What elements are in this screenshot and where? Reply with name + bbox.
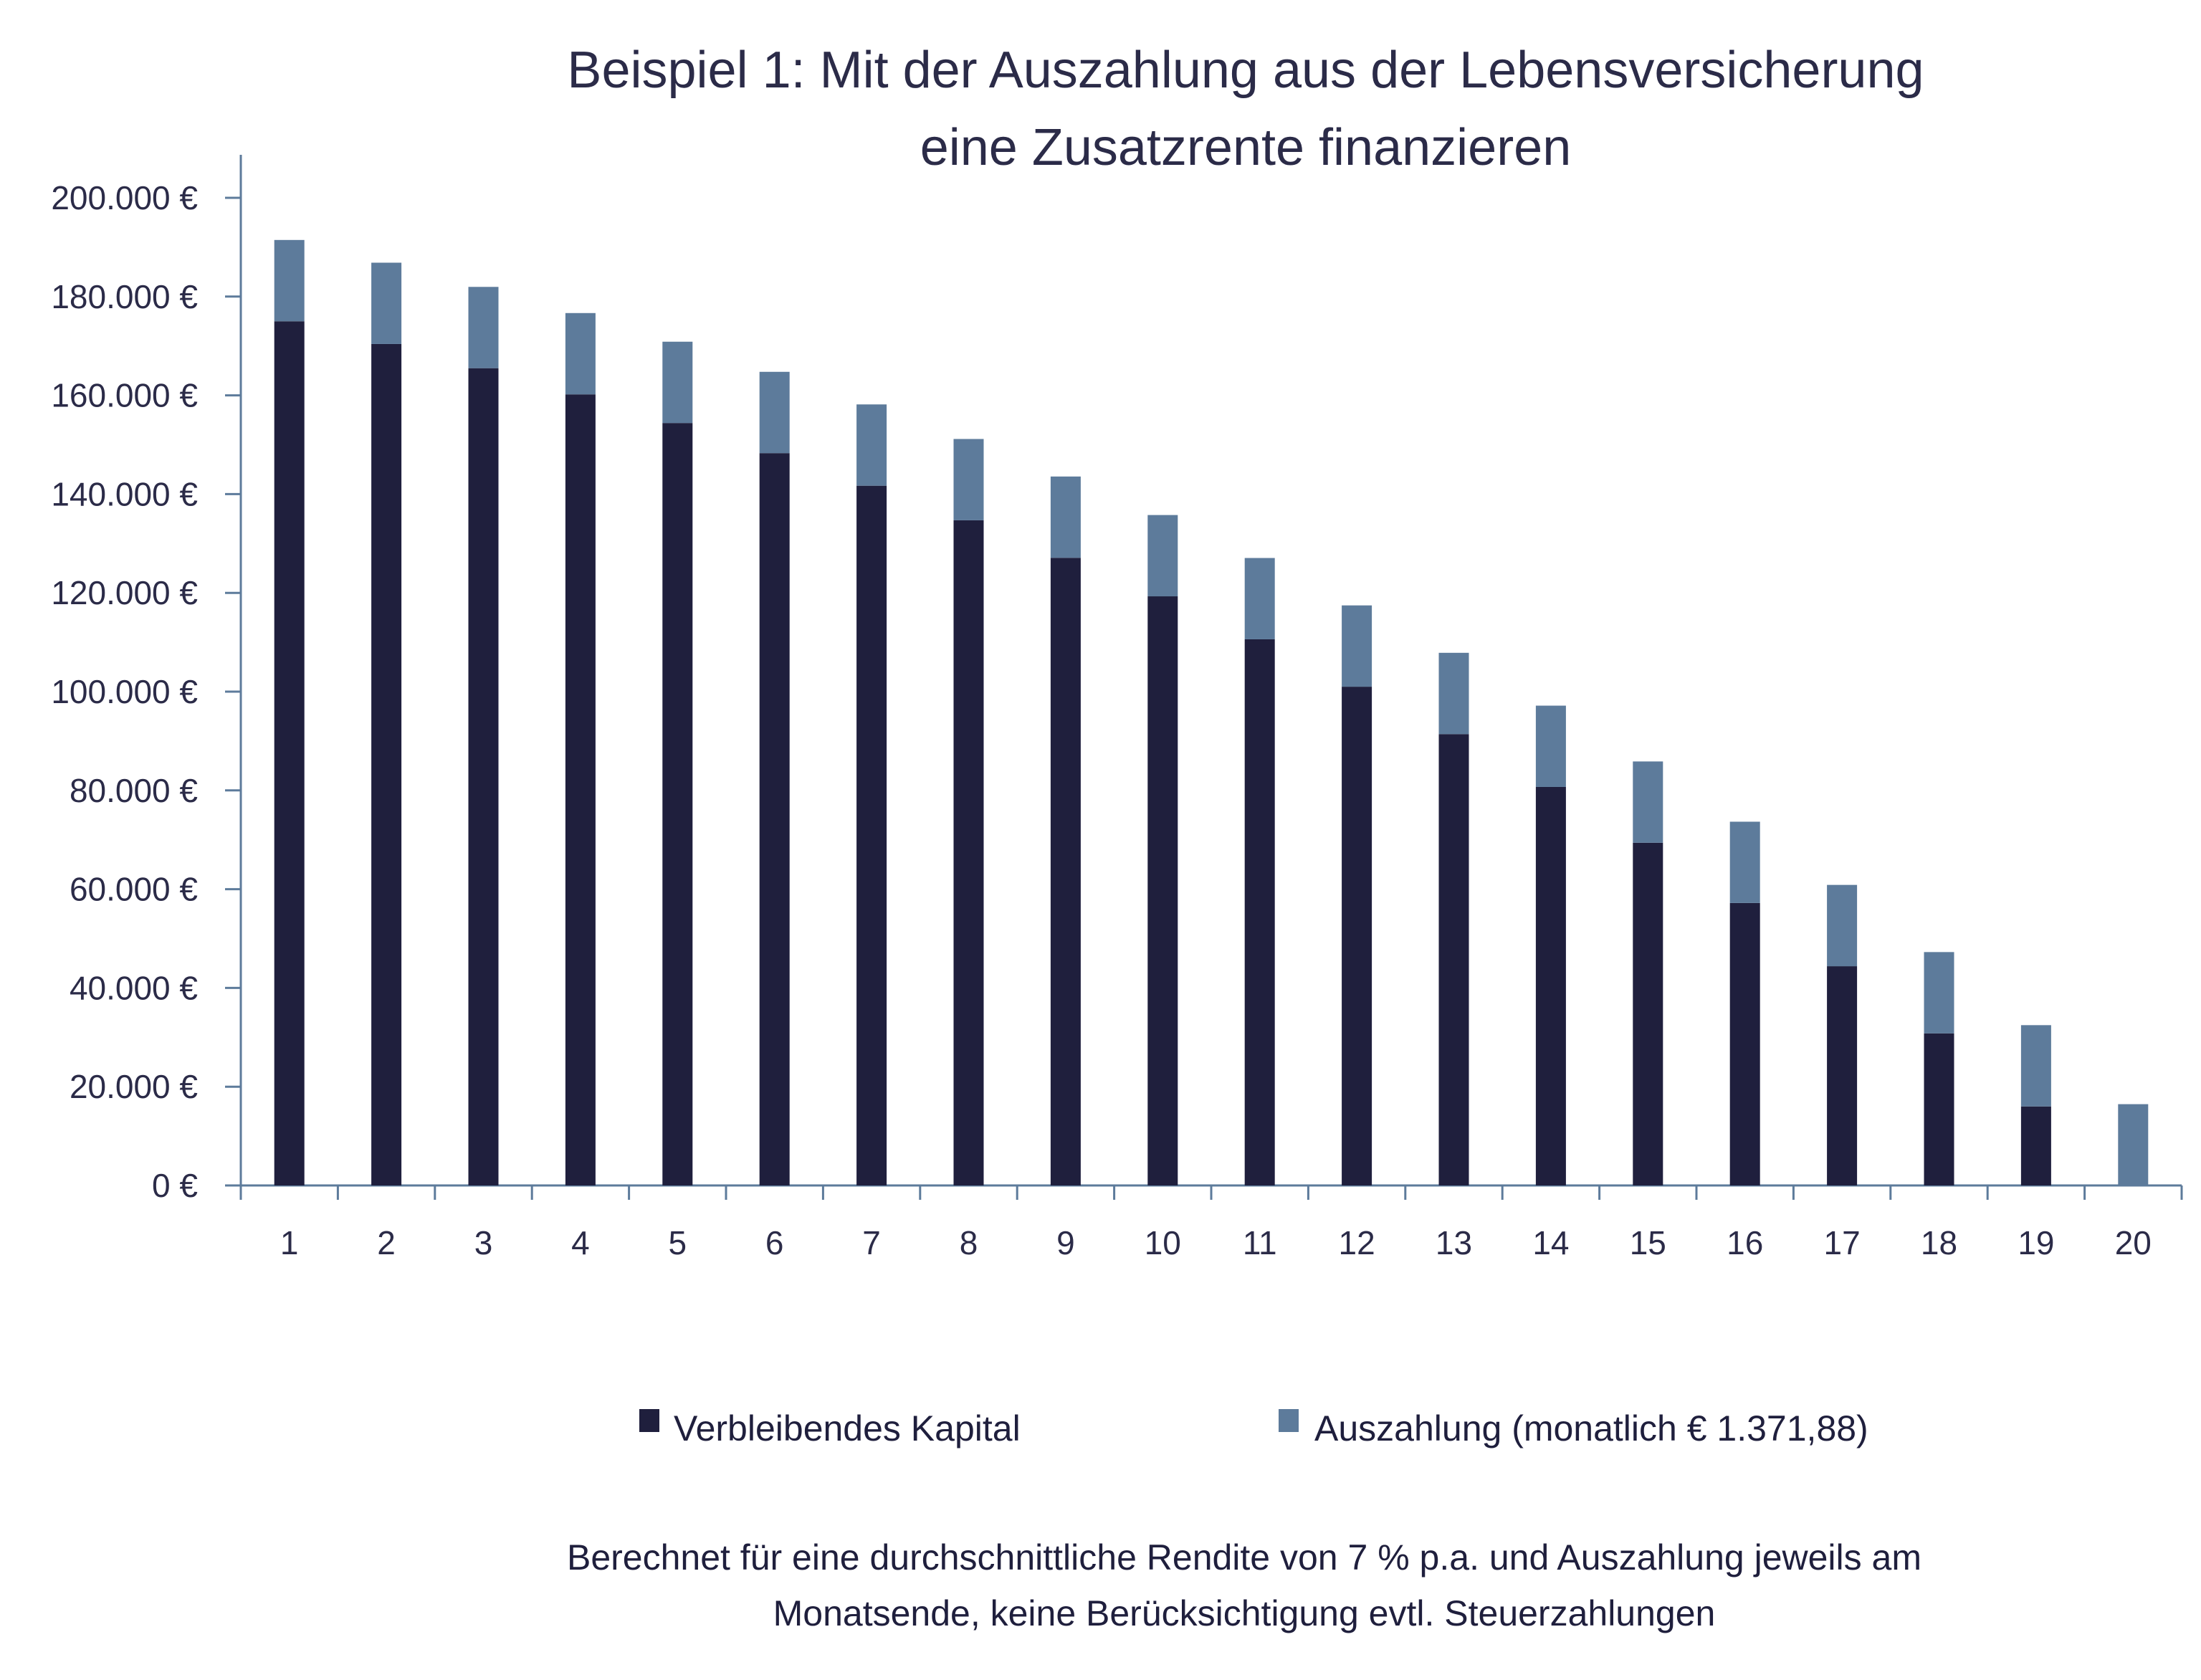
bar-auszahlung (274, 239, 305, 322)
y-tick-label: 140.000 € (51, 475, 198, 512)
x-tick-label: 4 (571, 1224, 590, 1261)
bar-verbleibendes-kapital (1147, 596, 1178, 1185)
bar-auszahlung (1438, 652, 1469, 735)
bar-auszahlung (1924, 952, 1954, 1034)
x-tick-label: 19 (2018, 1224, 2054, 1261)
bar-auszahlung (1729, 821, 1760, 903)
footnote-line-2: Monatsende, keine Berücksichtigung evtl.… (773, 1593, 1716, 1633)
x-tick-label: 14 (1532, 1224, 1569, 1261)
bar-auszahlung (662, 341, 693, 424)
bar-auszahlung (1827, 884, 1858, 967)
bar-verbleibendes-kapital (1342, 687, 1372, 1185)
bar-auszahlung (953, 439, 984, 520)
legend-label-kapital: Verbleibendes Kapital (674, 1408, 1021, 1448)
bar-verbleibendes-kapital (1438, 734, 1469, 1185)
bar-verbleibendes-kapital (1633, 842, 1663, 1185)
x-tick-label: 5 (669, 1224, 687, 1261)
x-tick-label: 17 (1824, 1224, 1861, 1261)
bar-auszahlung (1244, 558, 1275, 639)
bar-auszahlung (371, 262, 402, 344)
x-tick-label: 1 (280, 1224, 299, 1261)
y-tick-label: 160.000 € (51, 377, 198, 414)
bar-auszahlung (468, 287, 499, 368)
bars (274, 239, 2149, 1186)
bar-auszahlung (1050, 476, 1081, 558)
bar-auszahlung (565, 312, 596, 395)
bar-auszahlung (2020, 1025, 2051, 1107)
y-tick-label: 40.000 € (70, 969, 198, 1006)
x-tick-label: 18 (1921, 1224, 1957, 1261)
axes: 0 € 20.000 € 40.000 € 60.000 € 80.000 € 100.0… (51, 155, 2183, 1261)
chart-title-line-1: Beispiel 1: Mit der Auszahlung aus der L… (567, 42, 1924, 99)
x-tick-label: 15 (1630, 1224, 1666, 1261)
bar-auszahlung (2118, 1104, 2149, 1185)
bar-verbleibendes-kapital (371, 343, 402, 1186)
bar-verbleibendes-kapital (1244, 639, 1275, 1185)
y-tick-label: 200.000 € (51, 179, 198, 216)
bar-verbleibendes-kapital (468, 368, 499, 1185)
legend-swatch-kapital (639, 1409, 659, 1432)
x-tick-label: 16 (1727, 1224, 1763, 1261)
x-tick-label: 20 (2115, 1224, 2152, 1261)
bar-auszahlung (1535, 705, 1566, 787)
bar-auszahlung (1342, 605, 1372, 687)
chart-title-line-2: eine Zusatzrente finanzieren (920, 119, 1572, 176)
x-tick-label: 6 (765, 1224, 784, 1261)
x-tick-label: 12 (1339, 1224, 1375, 1261)
bar-verbleibendes-kapital (1050, 558, 1081, 1185)
footnote-line-1: Berechnet für eine durchschnittliche Ren… (567, 1537, 1921, 1578)
y-tick-label: 180.000 € (51, 278, 198, 315)
bar-auszahlung (1633, 761, 1663, 843)
y-tick-label: 20.000 € (70, 1068, 198, 1105)
y-tick-label: 0 € (152, 1167, 198, 1204)
x-tick-label: 7 (862, 1224, 881, 1261)
bar-verbleibendes-kapital (1827, 966, 1858, 1185)
x-tick-label: 11 (1243, 1224, 1277, 1261)
x-tick-label: 8 (960, 1224, 978, 1261)
y-tick-label: 60.000 € (70, 871, 198, 908)
x-tick-label: 10 (1145, 1224, 1181, 1261)
legend-label-auszahlung: Auszahlung (monatlich € 1.371,88) (1314, 1408, 1868, 1448)
bar-verbleibendes-kapital (953, 520, 984, 1185)
bar-verbleibendes-kapital (759, 453, 790, 1185)
legend-swatch-auszahlung (1279, 1409, 1299, 1432)
x-tick-label: 9 (1056, 1224, 1075, 1261)
bar-verbleibendes-kapital (1729, 902, 1760, 1185)
bar-verbleibendes-kapital (2020, 1106, 2051, 1185)
bar-auszahlung (856, 404, 887, 486)
bar-verbleibendes-kapital (1535, 786, 1566, 1185)
y-tick-label: 120.000 € (51, 574, 198, 611)
bar-verbleibendes-kapital (565, 394, 596, 1186)
bar-auszahlung (1147, 515, 1178, 597)
x-tick-label: 3 (474, 1224, 493, 1261)
bar-verbleibendes-kapital (662, 423, 693, 1185)
y-tick-label: 80.000 € (70, 772, 198, 809)
bar-verbleibendes-kapital (856, 485, 887, 1185)
x-tick-label: 2 (377, 1224, 396, 1261)
bar-verbleibendes-kapital (274, 321, 305, 1185)
legend: Verbleibendes Kapital Auszahlung (monatl… (639, 1408, 1868, 1448)
bar-verbleibendes-kapital (1924, 1033, 1954, 1185)
y-tick-label: 100.000 € (51, 673, 198, 710)
x-tick-label: 13 (1436, 1224, 1472, 1261)
bar-auszahlung (759, 371, 790, 454)
